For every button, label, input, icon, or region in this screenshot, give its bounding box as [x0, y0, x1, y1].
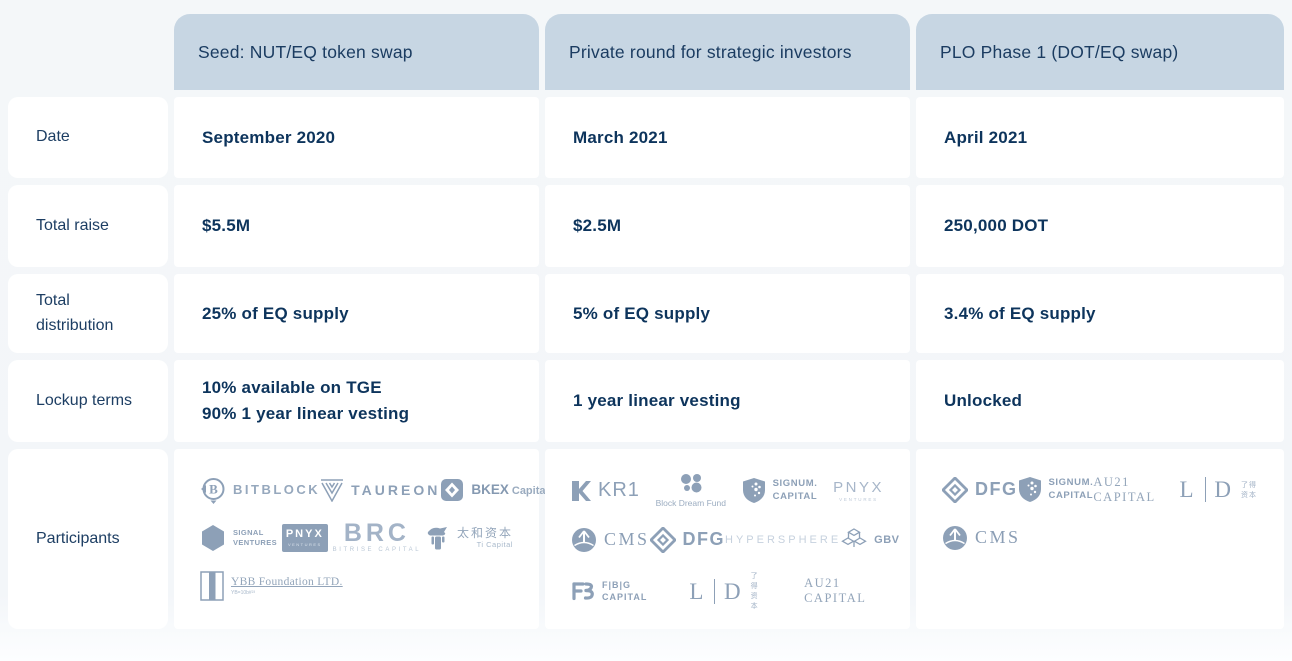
participant-logo-fbg-capital: F|B|G CAPITAL	[571, 579, 647, 603]
raise-seed: $5.5M	[174, 185, 539, 267]
participant-logo-ld-capital-private: L D 了得资本	[689, 573, 759, 610]
gbv-icon	[841, 527, 867, 547]
participant-logo-au21-plo: AU21 CAPITAL	[1093, 474, 1156, 504]
logo-row: B BITBLOCK TAUREON	[200, 473, 549, 506]
participant-logo-signum-plo: SIGNUM. CAPITAL	[1018, 476, 1094, 503]
row-label-participants: Participants	[8, 449, 168, 629]
column-header-seed-label: Seed: NUT/EQ token swap	[198, 41, 413, 62]
distribution-seed: 25% of EQ supply	[174, 274, 539, 353]
dfg-icon	[649, 526, 676, 553]
participant-logo-dfg-private: DFG	[649, 526, 726, 553]
date-seed: September 2020	[174, 97, 539, 178]
column-header-seed: Seed: NUT/EQ token swap	[174, 14, 539, 90]
cms-icon	[572, 527, 596, 552]
distribution-private: 5% of EQ supply	[545, 274, 910, 353]
logo-row: F|B|G CAPITAL L D 了得资本 AU21 CAPITAL	[571, 571, 884, 611]
dfg-icon	[942, 476, 968, 503]
logo-row: YBB Foundation LTD. YB=10b#²³	[200, 569, 513, 602]
raise-private: $2.5M	[545, 185, 910, 267]
participant-logo-pnyx-seed: PNYX VENTURES	[281, 523, 328, 552]
participant-logo-ti-capital: 太和资本 Ti Capital	[426, 525, 513, 551]
participant-logo-taureon: TAUREON	[320, 478, 440, 502]
table-corner-spacer	[8, 14, 168, 90]
date-private: March 2021	[545, 97, 910, 178]
participant-logo-signum-capital: SIGNUM. CAPITAL	[742, 477, 818, 504]
signal-ventures-icon	[202, 524, 224, 551]
row-label-date: Date	[8, 97, 168, 178]
participant-logo-block-dream-fund: Block Dream Fund	[656, 473, 726, 508]
kr1-icon	[572, 480, 591, 501]
logo-row: KR1 Block Dream Fund	[571, 473, 884, 508]
fbg-capital-icon	[572, 582, 594, 601]
lockup-private: 1 year linear vesting	[545, 360, 910, 442]
participant-logo-signal-ventures: SIGNAL VENTURES	[200, 524, 277, 552]
ybb-icon	[200, 570, 224, 601]
logo-row: SIGNAL VENTURES PNYX VENTURES BRC BITRIS…	[200, 521, 513, 554]
column-header-private: Private round for strategic investors	[545, 14, 910, 90]
participant-logo-ybb-foundation: YBB Foundation LTD. YB=10b#²³	[200, 570, 343, 601]
participant-logo-cms: CMS	[571, 527, 650, 553]
cms-icon	[943, 525, 967, 550]
participants-private: KR1 Block Dream Fund	[545, 449, 910, 629]
bitblock-icon: B	[201, 477, 225, 504]
row-label-total-raise: Total raise	[8, 185, 168, 267]
svg-text:B: B	[209, 481, 218, 496]
signum-capital-icon	[1018, 477, 1041, 502]
table-grid: Seed: NUT/EQ token swap Private round fo…	[8, 14, 1292, 629]
participant-logo-kr1: KR1	[571, 479, 640, 502]
participant-logo-pnyx-private: PNYX VENTURES	[833, 478, 884, 502]
lockup-plo: Unlocked	[916, 360, 1284, 442]
block-dream-fund-icon	[680, 474, 702, 493]
signum-capital-icon	[742, 478, 765, 503]
participant-logo-dfg-plo: DFG	[942, 476, 1018, 503]
participant-logo-gbv: GBV	[841, 527, 899, 553]
participant-logo-bitblock: B BITBLOCK	[200, 476, 320, 504]
distribution-plo: 3.4% of EQ supply	[916, 274, 1284, 353]
logo-row: CMS	[942, 521, 1258, 554]
logo-row: CMS DFG HYPERSPHERE	[571, 523, 899, 556]
column-header-private-label: Private round for strategic investors	[569, 41, 852, 62]
participant-logo-ld-capital-plo: L D 了得资本	[1179, 477, 1258, 502]
ld-capital-icon: L	[1179, 477, 1194, 502]
row-label-total-distribution: Total distribution	[8, 274, 168, 353]
ld-capital-icon: L	[689, 578, 704, 604]
participant-logo-brc-bitrise: BRC BITRISE CAPITAL	[332, 519, 422, 553]
date-plo: April 2021	[916, 97, 1284, 178]
row-label-lockup-terms: Lockup terms	[8, 360, 168, 442]
raise-plo: 250,000 DOT	[916, 185, 1284, 267]
participant-logo-au21-private: AU21 CAPITAL	[804, 576, 867, 605]
logo-row: DFG SIGNUM. CAPITAL	[942, 473, 1258, 506]
lockup-seed: 10% available on TGE 90% 1 year linear v…	[174, 360, 539, 442]
participant-logo-bkex: BKEX Capital	[440, 478, 549, 502]
taureon-icon	[321, 478, 344, 502]
pnyx-icon: PNYX VENTURES	[281, 523, 328, 552]
participants-plo: DFG SIGNUM. CAPITAL	[916, 449, 1284, 629]
participant-logo-hypersphere: HYPERSPHERE	[725, 533, 842, 546]
participants-seed: B BITBLOCK TAUREON	[174, 449, 549, 629]
column-header-plo-label: PLO Phase 1 (DOT/EQ swap)	[940, 41, 1179, 62]
participant-logo-cms-plo: CMS	[942, 525, 1021, 551]
bkex-icon	[441, 478, 464, 501]
ti-capital-icon	[427, 526, 447, 549]
column-header-plo: PLO Phase 1 (DOT/EQ swap)	[916, 14, 1284, 90]
